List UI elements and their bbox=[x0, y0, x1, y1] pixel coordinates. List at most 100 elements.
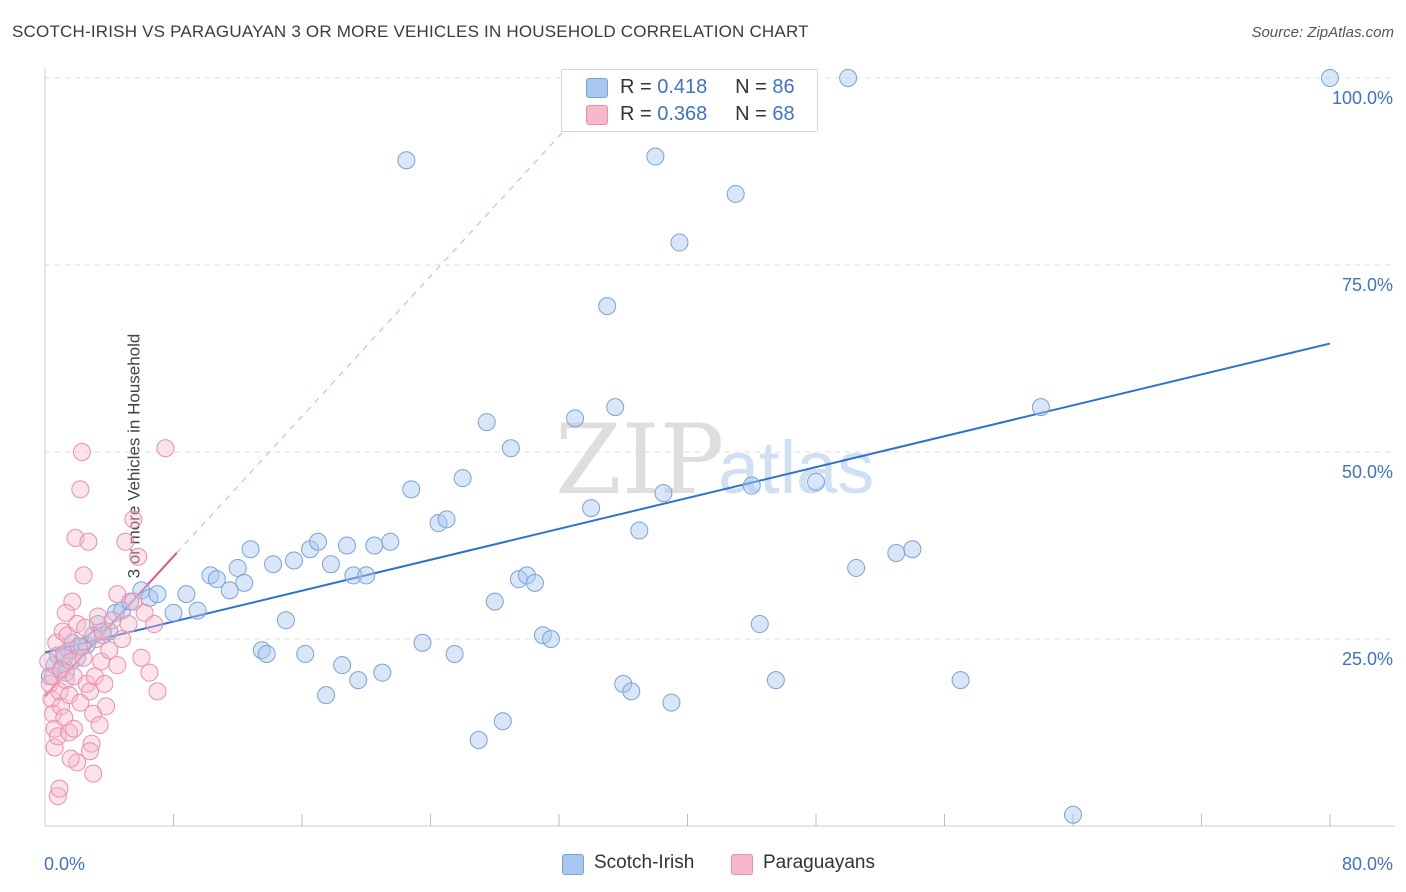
paraguayans-point bbox=[56, 603, 75, 622]
scotch-irish-point bbox=[337, 536, 356, 555]
scotch-irish-point bbox=[445, 644, 464, 663]
scotch-irish-point bbox=[276, 611, 295, 630]
scotch-irish-point bbox=[654, 484, 673, 503]
paraguayans-point bbox=[108, 656, 127, 675]
paraguayans-point bbox=[50, 779, 69, 798]
paraguayans-point bbox=[84, 764, 103, 783]
scotch-irish-point bbox=[397, 151, 416, 170]
y-tick-label: 100.0% bbox=[1332, 88, 1393, 108]
paraguayans-point bbox=[119, 615, 138, 634]
scotch-irish-point bbox=[241, 540, 260, 559]
scotch-irish-point bbox=[766, 671, 785, 690]
paraguayans-point bbox=[124, 592, 143, 611]
chart-title: SCOTCH-IRISH VS PARAGUAYAN 3 OR MORE VEH… bbox=[12, 22, 809, 41]
data-points bbox=[39, 69, 1339, 824]
paraguayans-point bbox=[108, 585, 127, 604]
paraguayans-point bbox=[116, 532, 135, 551]
scotch-irish-point bbox=[807, 472, 825, 491]
scotch-irish-point bbox=[235, 573, 254, 592]
legend-box: R = 0.418 N = 86 R = 0.368 N = 68 bbox=[561, 69, 818, 132]
scotch-irish-point bbox=[903, 540, 922, 559]
paraguayans-point bbox=[129, 547, 148, 566]
scotch-irish-point bbox=[365, 536, 384, 555]
paraguayans-point bbox=[132, 648, 151, 667]
scotch-irish-point bbox=[485, 592, 504, 611]
scotch-irish-point bbox=[887, 543, 906, 562]
scotch-irish-point bbox=[662, 693, 681, 712]
paraguayans-point bbox=[140, 663, 159, 682]
bottom-legend-label: Scotch-Irish bbox=[594, 852, 695, 873]
x-tick-label: 0.0% bbox=[44, 854, 85, 874]
scotch-irish-point bbox=[525, 573, 544, 592]
legend-r-label: R = bbox=[620, 103, 652, 125]
paraguayans-point bbox=[69, 637, 88, 656]
trend-line-scotch-irish bbox=[44, 342, 1331, 654]
paraguayans-point bbox=[55, 644, 74, 663]
scotch-irish-point bbox=[493, 712, 512, 731]
scotch-irish-point bbox=[598, 297, 617, 316]
paraguayans-point bbox=[74, 566, 93, 585]
scotch-irish-point bbox=[344, 566, 363, 585]
paraguayans-point bbox=[95, 674, 114, 693]
paraguayans-point bbox=[79, 532, 98, 551]
scotch-irish-point bbox=[264, 555, 283, 574]
scotch-irish-point bbox=[413, 633, 432, 652]
scotch-irish-point bbox=[381, 532, 400, 551]
scotch-irish-point bbox=[284, 551, 303, 570]
paraguayans-point bbox=[97, 697, 116, 716]
scotch-irish-point bbox=[402, 480, 421, 499]
scotch-irish-point bbox=[317, 686, 336, 705]
watermark-atlas: atlas bbox=[718, 426, 874, 509]
legend-n-label: N = bbox=[735, 76, 767, 98]
paraguayans-point bbox=[61, 749, 80, 768]
watermark-zip: ZIP bbox=[555, 404, 724, 516]
paraguayans-point bbox=[64, 719, 83, 738]
trend-lines bbox=[44, 77, 1331, 698]
scotch-irish-point bbox=[742, 476, 761, 495]
scotch-irish-point bbox=[148, 585, 167, 604]
scotch-irish-point bbox=[373, 663, 392, 682]
y-tick-label: 50.0% bbox=[1342, 462, 1393, 482]
paraguayans-point bbox=[48, 727, 67, 746]
paraguayans-point bbox=[124, 510, 143, 529]
scotch-irish-point bbox=[228, 558, 247, 577]
y-tick-label: 25.0% bbox=[1342, 649, 1393, 669]
scotch-irish-point bbox=[164, 603, 183, 622]
scotch-irish-point bbox=[296, 644, 315, 663]
scotch-irish-point bbox=[220, 581, 239, 600]
paraguayans-point bbox=[90, 716, 109, 735]
scotch-irish-point bbox=[477, 413, 496, 432]
paraguayans-point bbox=[113, 630, 132, 648]
scotch-irish-point bbox=[646, 147, 665, 166]
scotch-irish-point bbox=[309, 532, 328, 551]
legend-n-label: N = bbox=[735, 103, 767, 125]
legend-r-value: 0.418 bbox=[657, 76, 708, 98]
scotch-irish-point bbox=[566, 409, 585, 428]
scotch-irish-point bbox=[188, 601, 207, 620]
x-tick-label: 80.0% bbox=[1342, 854, 1393, 874]
paraguayans-point bbox=[85, 667, 104, 686]
paraguayans-point bbox=[71, 480, 90, 499]
bottom-legend-swatch-blue bbox=[562, 854, 584, 875]
scotch-irish-point bbox=[847, 558, 866, 577]
scotch-irish-point bbox=[349, 671, 368, 690]
scotch-irish-point bbox=[839, 69, 858, 87]
scotch-irish-point bbox=[622, 682, 641, 701]
scotch-irish-point bbox=[750, 615, 769, 634]
scotch-irish-point bbox=[1321, 69, 1339, 87]
y-tick-label: 75.0% bbox=[1342, 275, 1393, 295]
paraguayans-point bbox=[60, 686, 79, 705]
bottom-legend-label: Paraguayans bbox=[763, 852, 875, 873]
legend-n-value: 68 bbox=[772, 103, 795, 125]
source-label: Source: ZipAtlas.com bbox=[1251, 24, 1394, 41]
paraguayans-point bbox=[76, 618, 95, 637]
scotch-irish-point bbox=[207, 570, 226, 589]
scotch-irish-point bbox=[333, 656, 352, 675]
scotch-irish-point bbox=[453, 469, 472, 488]
scotch-irish-point bbox=[726, 184, 745, 203]
paraguayans-point bbox=[87, 630, 106, 648]
legend-n-value: 86 bbox=[772, 76, 795, 98]
paraguayans-point bbox=[45, 738, 64, 757]
scotch-irish-point bbox=[357, 566, 376, 585]
